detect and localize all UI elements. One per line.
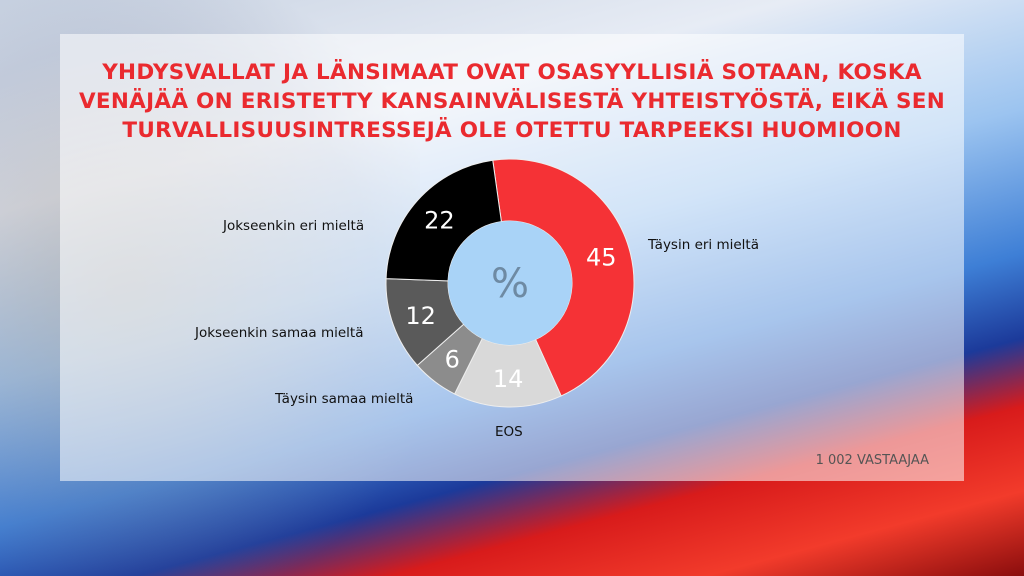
legend-label-jokseenkin-eri: Jokseenkin eri mieltä — [223, 218, 365, 234]
slice-value-label: 6 — [445, 345, 460, 373]
donut-hole — [448, 221, 572, 345]
slice-value-label: 12 — [405, 302, 436, 330]
chart-title: YHDYSVALLAT JA LÄNSIMAAT OVAT OSASYYLLIS… — [78, 60, 946, 143]
slice-value-label: 45 — [586, 244, 617, 272]
legend-label-taysin-eri: Täysin eri mieltä — [648, 237, 759, 253]
legend-label-jokseenkin-samaa: Jokseenkin samaa mieltä — [195, 325, 364, 341]
legend-label-taysin-samaa: Täysin samaa mieltä — [275, 391, 414, 407]
slice-value-label: 14 — [493, 365, 524, 393]
slice-value-label: 22 — [424, 206, 455, 234]
respondent-count: 1 002 VASTAAJAA — [815, 453, 929, 468]
legend-label-eos: EOS — [495, 424, 523, 440]
slice-0 — [492, 158, 635, 397]
center-percent-label: % — [491, 261, 529, 307]
